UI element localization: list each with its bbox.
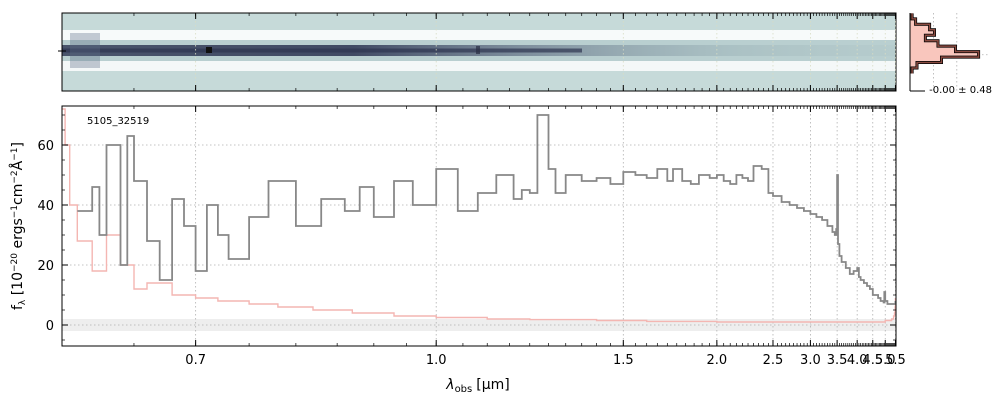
object-annotation: 5105_32519 <box>87 116 149 127</box>
y-axis-label-part: Å <box>9 160 26 170</box>
x-tick-label: 4.5 <box>862 353 883 368</box>
y-axis-label-part: cm <box>10 184 26 205</box>
y-axis-label-part: λ <box>18 299 28 305</box>
y-tick-label: 20 <box>37 259 54 274</box>
x-tick-label: 0.7 <box>185 353 206 368</box>
spectrum-yticks: 0 20 40 60 <box>37 114 896 341</box>
spectrum-panel: 0.7 1.0 1.5 2.0 2.5 3.0 3.5 4.04.55.05.5 0 20 40 6… <box>9 105 906 395</box>
x-axis-label-unit: [μm] <box>476 377 509 393</box>
x-axis-label-subscript: obs <box>455 384 473 395</box>
x-tick-label: 4.0 <box>847 353 868 368</box>
error-line <box>62 108 896 323</box>
profile-label: -0.00 ± 0.48 <box>929 85 992 96</box>
x-axis-label-symbol: λ <box>445 377 454 393</box>
2d-spectrum-image <box>62 30 896 71</box>
2d-spectrum-panel <box>58 12 897 92</box>
profile-fill <box>910 13 979 74</box>
x-tick-label: 2.0 <box>707 353 728 368</box>
x-tick-label: 3.0 <box>800 353 821 368</box>
x-tick-label: 1.0 <box>426 353 447 368</box>
y-axis-label-part: −1 <box>10 147 20 160</box>
x-tick-label: 1.5 <box>613 353 634 368</box>
profile-line <box>911 13 980 74</box>
spectrum-xticks: 0.7 1.0 1.5 2.0 2.5 3.0 3.5 4.04.55.05.5 <box>133 106 906 368</box>
x-tick-label: 3.5 <box>827 353 848 368</box>
y-axis-label-part: −2 <box>10 170 20 183</box>
2d-spectrum-frame <box>61 12 897 92</box>
x-tick-label: 5.5 <box>885 353 906 368</box>
y-tick-label: 40 <box>37 199 54 214</box>
x-tick-label: 5.0 <box>875 353 896 368</box>
flux-line <box>77 114 896 305</box>
y-axis-label-part: −20 <box>10 253 20 272</box>
2d-spectrum-xticks <box>133 13 896 91</box>
y-tick-label: 60 <box>37 139 54 154</box>
y-axis-label-part: ergs <box>10 218 26 253</box>
y-axis-label: fλ [10−20 ergs−1cm−2Å−1] <box>9 142 28 310</box>
y-axis-label-part: −1 <box>10 205 20 218</box>
x-tick-label: 2.5 <box>763 353 784 368</box>
y-tick-label: 0 <box>46 319 54 334</box>
y-axis-label-part: f <box>10 304 26 310</box>
profile-panel: -0.00 ± 0.48 <box>909 13 992 96</box>
y-axis-label-part: [10 <box>10 272 26 300</box>
spectrum-frame <box>61 105 897 347</box>
y-axis-label-part: ] <box>10 142 26 147</box>
x-axis-label: λobs [μm] <box>445 377 509 395</box>
